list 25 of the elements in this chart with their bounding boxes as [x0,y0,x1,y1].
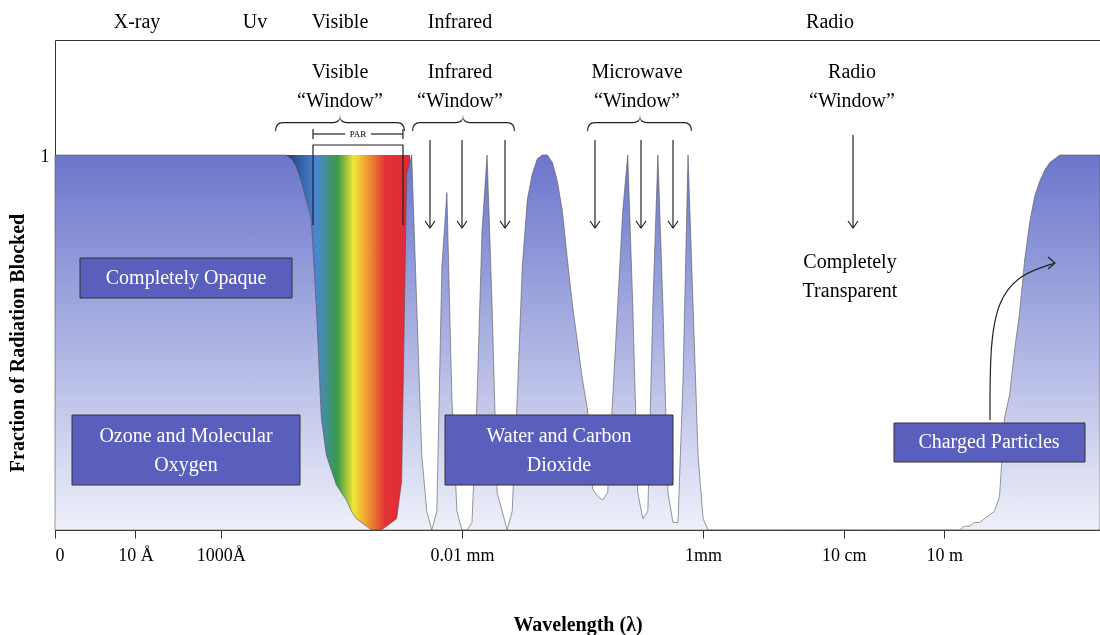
x-axis-title: Wavelength (λ) [513,612,643,635]
annotation: Completely Opaque [105,266,267,289]
text: Infrared “Window” [417,60,503,111]
x-tick-label: 0 [55,544,65,565]
text: PAR [349,129,367,139]
annotation: Completely Transparent [802,250,898,302]
text: Microwave “Window” [591,60,683,111]
text: Radio “Window” [809,60,895,111]
x-tick-label: 10 Å [118,544,154,565]
text: Uv [242,10,268,32]
x-tick-label: 1000Å [196,544,246,565]
x-tick-label: 0.01 mm [430,544,495,565]
x-tick-label: 10 m [926,544,964,565]
annotation: Water and Carbon Dioxide [486,424,632,475]
text: Visible [311,10,369,32]
x-tick-label: 10 cm [822,544,867,565]
text: 1 [40,146,50,166]
annotation: Charged Particles [918,430,1060,453]
text: Visible “Window” [297,60,383,111]
annotation: Ozone and Molecular Oxygen [99,424,273,476]
x-tick-label: 1mm [685,544,723,565]
y-axis-title: Fraction of Radiation Blocked [5,213,28,473]
text: Infrared [427,10,493,32]
text: X-ray [113,10,161,33]
text: Radio [806,10,854,32]
